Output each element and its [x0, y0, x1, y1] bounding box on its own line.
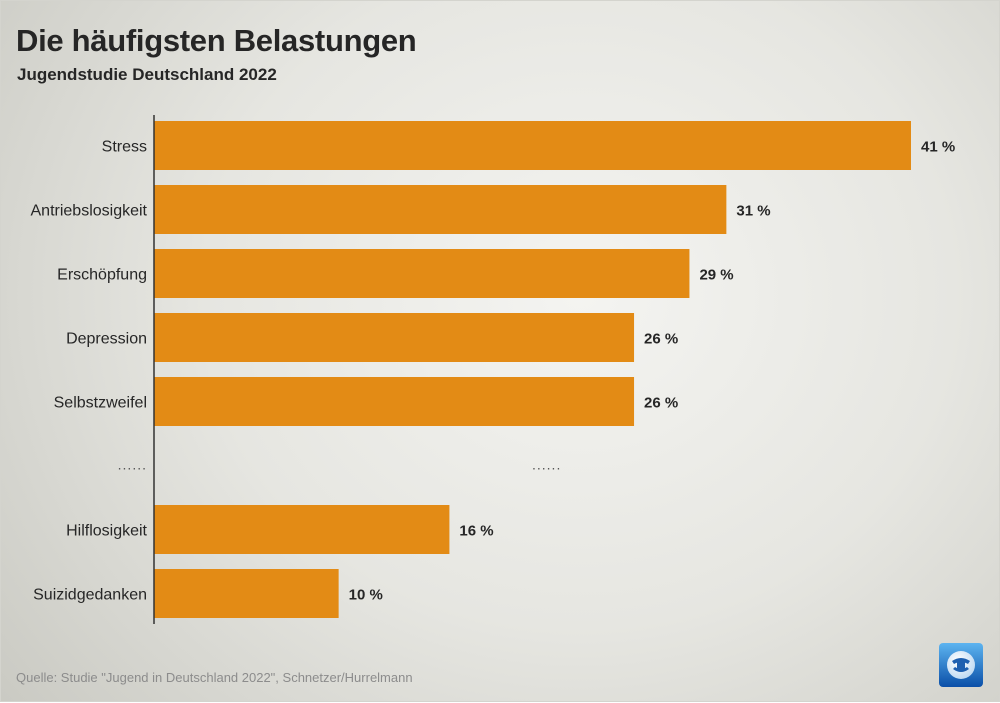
value-label-ersch-pfung: 29 % [699, 267, 733, 284]
category-label-suizidgedanken: Suizidgedanken [33, 587, 147, 604]
bar-suizidgedanken [154, 569, 339, 618]
category-label-antriebslosigkeit: Antriebslosigkeit [31, 203, 148, 220]
category-label-ersch-pfung: Erschöpfung [57, 267, 147, 284]
value-label-suizidgedanken: 10 % [349, 587, 383, 604]
value-label-hilflosigkeit: 16 % [459, 523, 493, 540]
category-label-hilflosigkeit: Hilflosigkeit [66, 523, 147, 540]
bar-ersch-pfung [154, 249, 690, 298]
value-label-antriebslosigkeit: 31 % [736, 203, 770, 220]
chart-subtitle: Jugendstudie Deutschland 2022 [17, 65, 277, 84]
source-note: Quelle: Studie "Jugend in Deutschland 20… [16, 670, 413, 685]
category-label-stress: Stress [102, 139, 147, 156]
category-label-selbstzweifel: Selbstzweifel [54, 395, 147, 412]
bar-stress [154, 121, 911, 170]
chart-title: Die häufigsten Belastungen [16, 23, 417, 58]
tagesschau-globe-logo-icon [939, 643, 983, 687]
value-label-selbstzweifel: 26 % [644, 395, 678, 412]
value-label-depression: 26 % [644, 331, 678, 348]
bar-depression [154, 313, 635, 362]
bar-selbstzweifel [154, 377, 635, 426]
category-label-depression: Depression [66, 331, 147, 348]
value-label-stress: 41 % [921, 139, 955, 156]
bar-antriebslosigkeit [154, 185, 727, 234]
gap-label-left: ...... [118, 457, 147, 473]
gap-label-middle: ...... [532, 457, 561, 473]
bar-hilflosigkeit [154, 505, 450, 554]
